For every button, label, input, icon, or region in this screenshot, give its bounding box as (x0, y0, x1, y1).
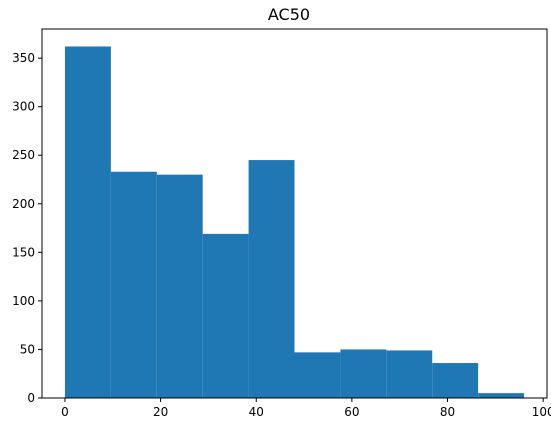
plot-frame (41, 28, 548, 399)
y-tick-label: 0 (27, 391, 35, 405)
y-tick-label: 100 (12, 294, 35, 308)
histogram-bar-7 (386, 350, 433, 398)
histogram-bar-9 (478, 393, 525, 398)
histogram-bar-5 (294, 352, 341, 398)
y-tick-label: 250 (12, 148, 35, 162)
histogram-bar-6 (340, 349, 387, 398)
histogram-bar-2 (156, 174, 203, 398)
x-tick-label: 40 (249, 405, 264, 419)
y-tick-label: 200 (12, 197, 35, 211)
bars-group (64, 46, 525, 399)
x-axis: 0 20 40 60 80 100 (61, 398, 551, 419)
histogram-bar-1 (110, 171, 157, 398)
x-tick-label: 100 (532, 405, 551, 419)
y-tick-label: 150 (12, 245, 35, 259)
histogram-bar-0 (64, 46, 111, 399)
y-tick-label: 50 (20, 342, 35, 356)
y-tick-label: 300 (12, 100, 35, 114)
y-axis: 0 50 100 150 200 250 300 350 (12, 51, 42, 405)
histogram-bar-3 (202, 233, 249, 398)
x-tick-label: 80 (440, 405, 455, 419)
histogram-bar-4 (248, 160, 295, 398)
histogram-bar-8 (432, 363, 479, 398)
x-tick-label: 0 (61, 405, 69, 419)
x-tick-label: 60 (344, 405, 359, 419)
x-tick-label: 20 (153, 405, 168, 419)
chart-title: AC50 (268, 5, 310, 24)
y-tick-label: 350 (12, 51, 35, 65)
